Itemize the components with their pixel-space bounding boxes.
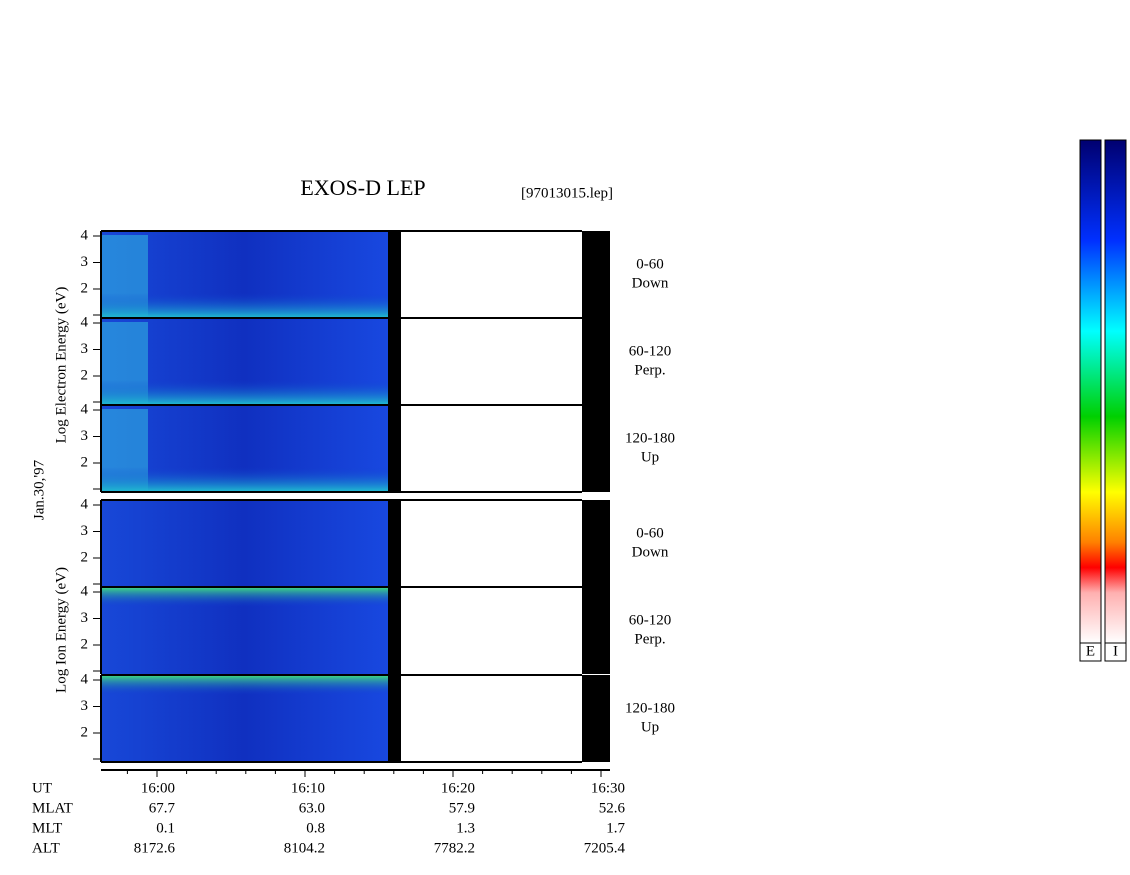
y-tick-label: 2 [81,549,89,565]
title: EXOS-D LEP [300,175,425,200]
y-tick-label: 2 [81,636,89,652]
y-tick-label: 3 [81,254,89,270]
data-gap [388,318,401,405]
energy-axis-label: Log Electron Energy (eV) [53,287,69,444]
y-tick-label: 2 [81,367,89,383]
direction: Perp. [634,631,665,647]
no-data [401,587,582,674]
no-data [401,405,582,492]
color-bar-label: I [1113,643,1118,659]
ephemeris-label: ALT [32,840,60,856]
ephemeris-value: 57.9 [449,800,475,816]
ephemeris-value: 63.0 [299,800,325,816]
y-tick-label: 3 [81,698,89,714]
x-tick-label: 16:10 [291,780,325,796]
no-data [401,675,582,762]
y-tick-label: 4 [81,496,89,512]
ephemeris-label: MLAT [32,800,73,816]
ephemeris-value: 1.3 [456,820,475,836]
y-tick-label: 2 [81,454,89,470]
data-gap [388,405,401,492]
data-gap [388,587,401,674]
data-gap [388,500,401,587]
data-gap [582,318,610,405]
y-tick-label: 3 [81,428,89,444]
y-tick-label: 4 [81,314,89,330]
y-tick-label: 4 [81,401,89,417]
y-tick-label: 2 [81,724,89,740]
ephemeris-value: 52.6 [599,800,626,816]
pitch-angle: 60-120 [629,612,672,628]
spectrogram-feature [101,380,388,405]
ephemeris-label: MLT [32,820,62,836]
data-gap [582,500,610,587]
data-gap [582,231,610,318]
ephemeris-value: 8172.6 [134,840,176,856]
no-data [401,231,582,318]
spectrogram-feature [101,675,388,695]
y-tick-label: 3 [81,341,89,357]
ephemeris-value: 7205.4 [584,840,626,856]
file-name: [97013015.lep] [521,185,613,201]
y-tick-label: 2 [81,280,89,296]
y-tick-label: 3 [81,610,89,626]
direction: Up [641,449,659,465]
x-tick-label: 16:00 [141,780,175,796]
color-bar [1079,139,1102,644]
ephemeris-value: 7782.2 [434,840,475,856]
no-data [401,318,582,405]
energy-axis-label: Log Ion Energy (eV) [53,567,69,693]
ephemeris-value: 0.8 [306,820,325,836]
ephemeris-value: 67.7 [149,800,176,816]
date-label: Jan.30,'97 [31,459,47,520]
direction: Down [632,275,669,291]
x-tick-label: 16:20 [441,780,475,796]
data-gap [388,231,401,318]
spectrogram-feature [101,467,388,492]
y-tick-label: 3 [81,523,89,539]
spectrogram [101,500,388,587]
ephemeris-value: 8104.2 [284,840,325,856]
data-gap [582,587,610,674]
ephemeris-label: UT [32,780,52,796]
direction: Up [641,719,659,735]
y-tick-label: 4 [81,227,89,243]
pitch-angle: 0-60 [636,525,664,541]
y-tick-label: 4 [81,671,89,687]
color-bar-label-box [1104,642,1127,662]
pitch-angle: 0-60 [636,256,664,272]
color-bar-label-box [1079,642,1102,662]
pitch-angle: 120-180 [625,700,675,716]
no-data [401,500,582,587]
x-tick-label: 16:30 [591,780,625,796]
pitch-angle: 60-120 [629,343,672,359]
ephemeris-value: 1.7 [606,820,625,836]
spectrogram-feature [101,293,388,318]
color-bar [1104,139,1127,644]
y-tick-label: 4 [81,583,89,599]
pitch-angle: 120-180 [625,430,675,446]
data-gap [388,675,401,762]
data-gap [582,675,610,762]
direction: Perp. [634,362,665,378]
color-bar-label: E [1086,643,1095,659]
data-gap [582,405,610,492]
spectrogram-feature [101,587,388,607]
ephemeris-value: 0.1 [156,820,175,836]
direction: Down [632,544,669,560]
